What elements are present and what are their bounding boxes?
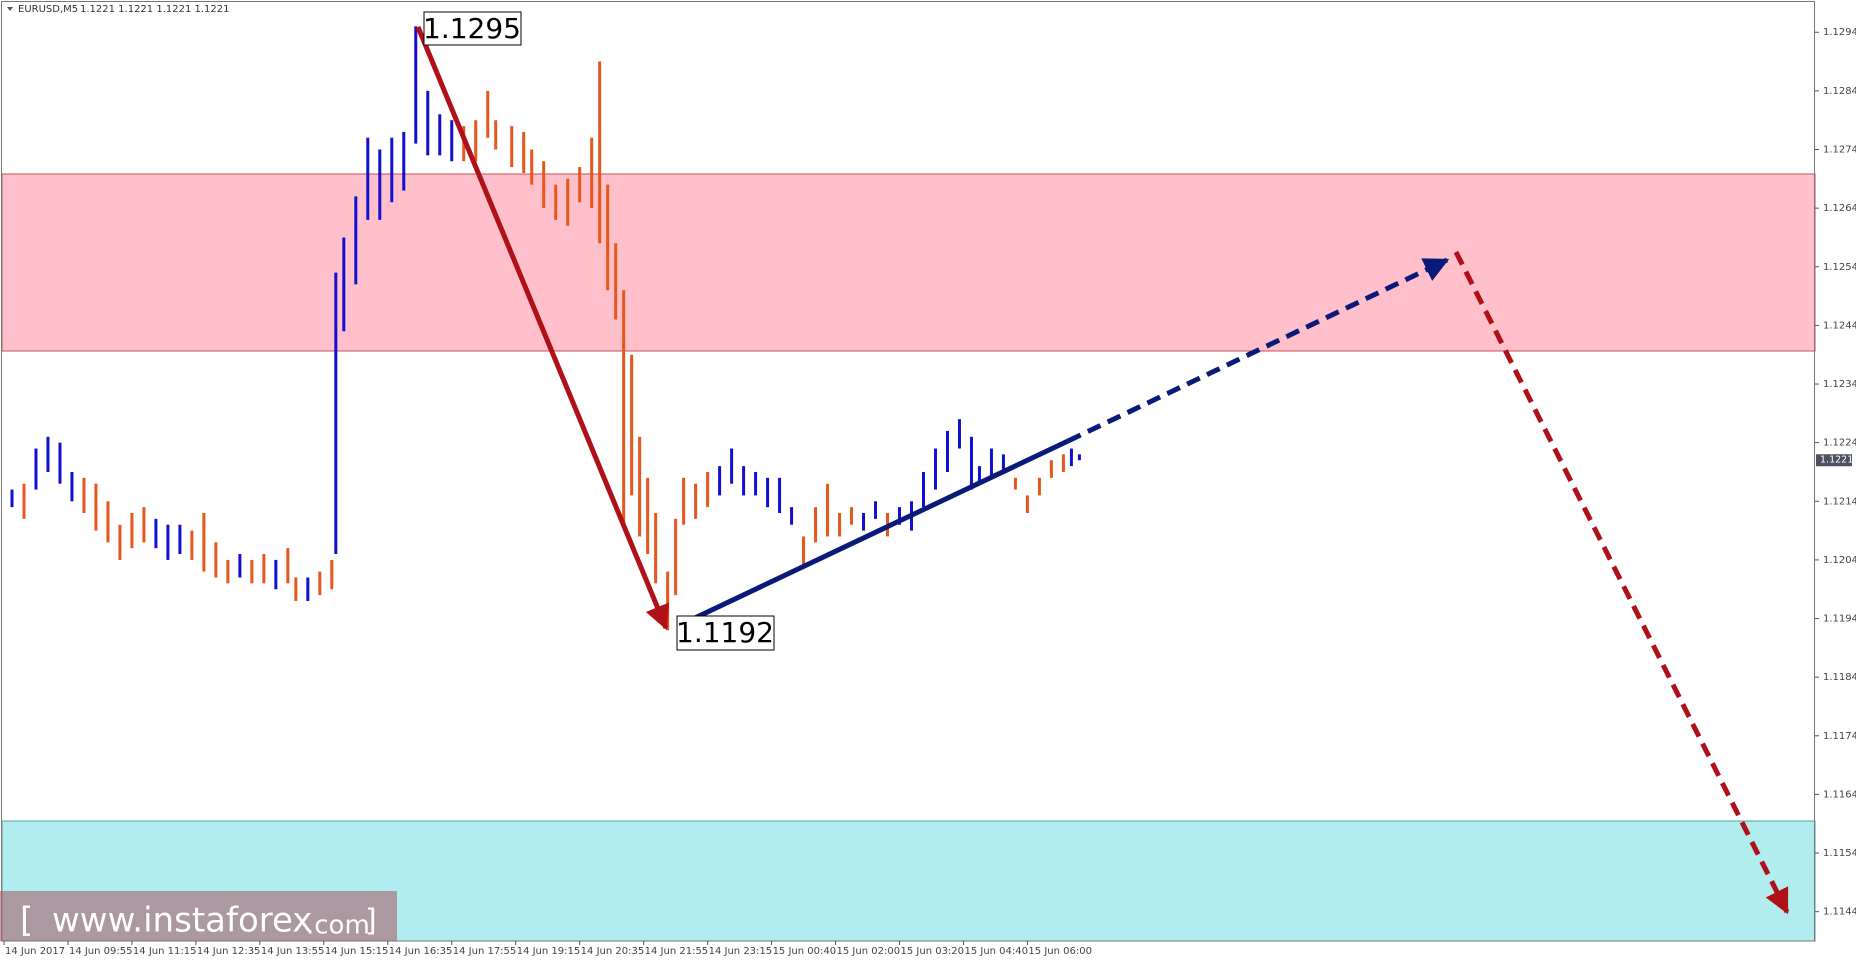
forecast-arrow [1453,250,1790,915]
y-tick-label: 1.1194 [1823,614,1856,625]
x-tick-label: 15 Jun 00:40 [773,946,837,957]
y-tick-label: 1.1204 [1823,555,1856,566]
x-tick-label: 14 Jun 09:55 [69,946,133,957]
x-tick-label: 14 Jun 23:15 [709,946,773,957]
y-tick-label: 1.1184 [1823,672,1856,683]
bars [10,26,1081,631]
x-tick-label: 14 Jun 19:15 [517,946,581,957]
x-tick-label: 14 Jun 17:55 [453,946,517,957]
x-tick-label: 14 Jun 16:35 [389,946,453,957]
y-tick-label: 1.1274 [1823,145,1856,156]
watermark: ] [365,904,377,939]
x-tick-label: 15 Jun 03:20 [901,946,965,957]
x-tick-label: 14 Jun 15:15 [325,946,389,957]
x-tick-label: 15 Jun 04:40 [964,946,1028,957]
resistance-zone [1,173,1816,352]
y-tick-label: 1.1294 [1823,27,1856,38]
y-tick-label: 1.1154 [1823,848,1856,859]
forecast-arrow [1066,257,1450,444]
wave-arrow [415,26,669,631]
x-tick-label: 14 Jun 20:35 [581,946,645,957]
y-tick-label: 1.1164 [1823,789,1856,800]
x-tick-label: 14 Jun 11:15 [133,946,197,957]
y-tick-label: 1.1254 [1823,262,1856,273]
watermark-box [0,891,397,941]
label-box [676,615,775,651]
y-tick-label: 1.1224 [1823,438,1856,449]
watermark: www.instaforex [52,901,312,941]
y-tick-label: 1.1214 [1823,496,1856,507]
x-tick-label: 15 Jun 06:00 [1028,946,1092,957]
symbol: EURUSD,M5 [18,4,78,15]
y-tick-label: 1.1284 [1823,86,1856,97]
price-tag [1816,454,1852,467]
watermark: .com [306,911,370,941]
price-tag-label: 1.1221 [1820,455,1853,466]
x-tick-label: 14 Jun 21:55 [645,946,709,957]
wave-line [676,438,1070,629]
menu-icon [7,7,13,11]
label-box [423,11,522,46]
x-tick-label: 14 Jun 2017 [5,946,65,957]
wave-label: 1.1192 [676,616,774,649]
quote: 1.1221 1.1221 1.1221 1.1221 [80,4,230,15]
wave-label: 1.1295 [423,12,521,45]
y-tick-label: 1.1144 [1823,907,1856,918]
y-tick-label: 1.1244 [1823,320,1856,331]
x-tick-label: 14 Jun 13:55 [261,946,325,957]
watermark: [ [20,901,33,941]
x-tick-label: 14 Jun 12:35 [197,946,261,957]
y-tick-label: 1.1174 [1823,731,1856,742]
y-tick-label: 1.1264 [1823,203,1856,214]
plot-frame [1,1,1815,942]
y-tick-label: 1.1234 [1823,379,1856,390]
x-tick-label: 15 Jun 02:00 [837,946,901,957]
